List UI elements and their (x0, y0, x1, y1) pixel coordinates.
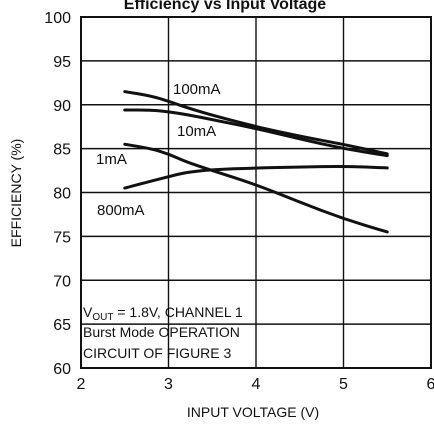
series-line-800mA (123, 164, 389, 190)
series-labels: 100mA 10mA 1mA 800mA (96, 81, 221, 219)
y-tick-label: 70 (53, 273, 71, 290)
series-label-800mA: 800mA (97, 202, 145, 219)
series-label-1mA: 1mA (96, 151, 127, 168)
y-tick-label: 75 (53, 229, 71, 246)
annotation-line-1-sub: OUT (92, 312, 113, 323)
annotation-box: VOUT = 1.8V, CHANNEL 1 Burst Mode OPERAT… (83, 304, 243, 361)
x-tick-label: 6 (427, 376, 434, 393)
y-tick-label: 65 (53, 317, 71, 334)
y-tick-label: 95 (53, 54, 71, 71)
x-tick-label: 4 (252, 376, 261, 393)
annotation-line-3: CIRCUIT OF FIGURE 3 (83, 345, 232, 361)
y-tick-label: 85 (53, 142, 71, 159)
series-label-10mA: 10mA (177, 123, 216, 140)
annotation-line-2: Burst Mode OPERATION (83, 324, 240, 340)
x-tick-label: 3 (164, 376, 173, 393)
y-tick-label: 80 (53, 186, 71, 203)
cropped-title: Efficiency vs Input Voltage (124, 0, 327, 13)
annotation-line-1-rest: = 1.8V, CHANNEL 1 (113, 304, 243, 320)
series-line-100mA (123, 90, 389, 156)
series-label-100mA: 100mA (173, 81, 221, 98)
y-tick-label: 60 (53, 361, 71, 378)
x-tick-label: 2 (77, 376, 86, 393)
series-lines (123, 90, 389, 234)
x-tick-label: 5 (339, 376, 348, 393)
series-line-10mA (123, 108, 389, 158)
annotation-line-1: VOUT = 1.8V, CHANNEL 1 (83, 304, 243, 323)
axis-ticks: 2 3 4 5 6 60 65 70 75 80 85 90 95 100 (44, 10, 434, 393)
grid-lines (81, 17, 431, 368)
annotation-line-1-main: V (83, 304, 93, 320)
plot-frame (80, 16, 432, 369)
y-axis-label: EFFICIENCY (%) (8, 139, 24, 248)
y-tick-label: 100 (44, 10, 71, 27)
x-axis-label: INPUT VOLTAGE (V) (187, 404, 319, 420)
y-tick-label: 90 (53, 98, 71, 115)
